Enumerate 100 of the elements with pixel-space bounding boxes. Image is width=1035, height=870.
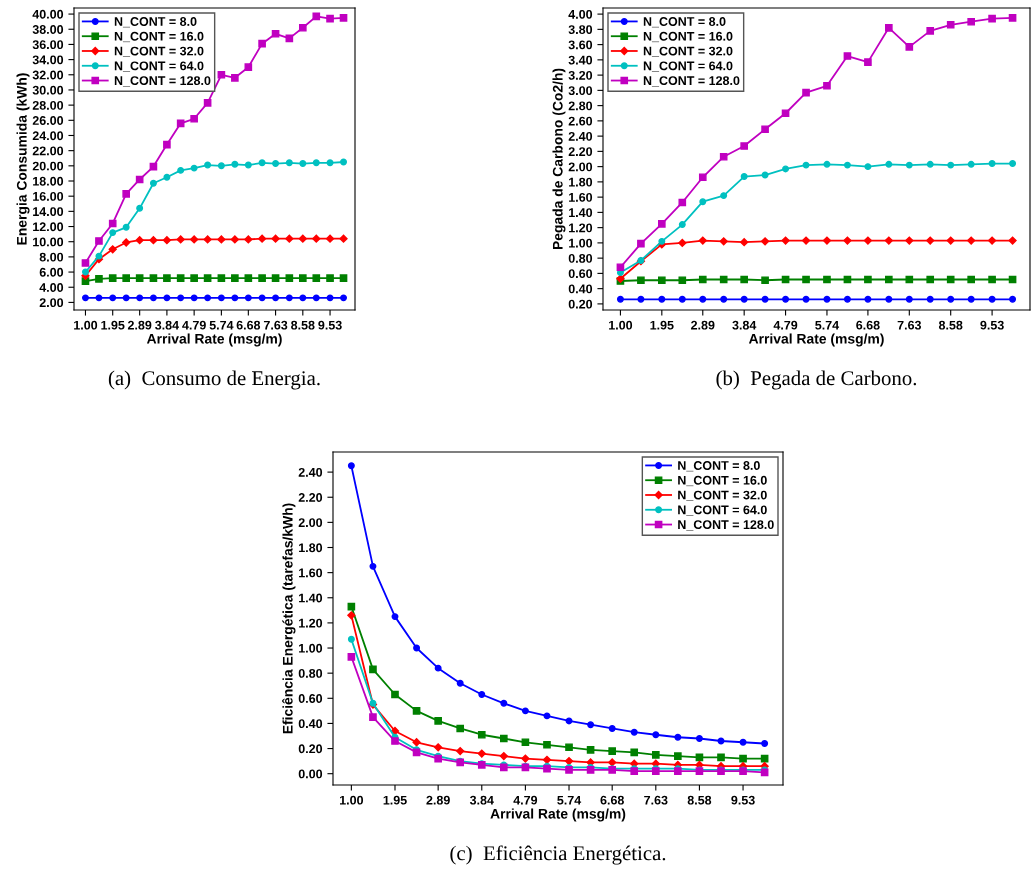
y-tick-label: 2.00 [298,518,323,528]
y-tick-label: 6.00 [39,267,64,277]
x-tick-label: 2.89 [691,320,715,330]
y-tick-label: 30.00 [32,85,64,95]
y-tick-label: 3.60 [568,40,593,50]
x-tick-label: 5.74 [557,795,582,805]
legend-label: N_CONT = 32.0 [678,490,767,501]
legend-label: N_CONT = 64.0 [643,61,733,72]
legend-label: N_CONT = 32.0 [643,46,733,57]
y-tick-label: 1.40 [299,593,323,603]
y-tick-label: 0.80 [298,668,323,678]
x-axis-title: Arrival Rate (msg/m) [490,808,626,822]
y-tick-label: 3.80 [568,25,593,35]
y-tick-label: 0.80 [568,253,593,263]
y-tick-label: 2.00 [39,298,64,308]
x-tick-label: 8.58 [938,320,963,330]
y-tick-label: 14.00 [33,207,64,217]
y-tick-label: 4.00 [568,9,593,19]
legend-label: N_CONT = 128.0 [678,520,774,531]
x-tick-label: 4.79 [182,320,206,330]
legend-label: N_CONT = 32.0 [114,46,204,57]
x-tick-label: 9.53 [318,320,342,330]
x-tick-label: 2.89 [426,795,450,805]
text: (c) Eficiência Energética. [450,845,666,865]
legend-label: N_CONT = 8.0 [643,17,726,28]
legend-label: N_CONT = 16.0 [643,31,733,43]
x-tick-label: 6.68 [856,320,880,330]
x-tick-label: 7.63 [263,320,288,330]
legend-label: N_CONT = 8.0 [678,461,760,472]
x-tick-label: 3.84 [469,795,494,805]
text: (b) Pegada de Carbono. [716,370,917,390]
x-tick-label: 3.84 [732,320,757,330]
y-tick-label: 0.40 [568,284,593,294]
y-tick-label: 1.40 [569,208,593,218]
x-tick-label: 8.58 [291,320,315,330]
legend-label: N_CONT = 16.0 [678,475,767,487]
y-tick-label: 2.60 [568,116,593,126]
x-tick-label: 4.79 [773,320,798,330]
y-tick-label: 24.00 [32,131,64,141]
y-tick-label: 2.80 [568,101,593,111]
x-tick-label: 5.74 [209,320,234,330]
legend-label: N_CONT = 128.0 [114,76,211,87]
x-axis-title: Arrival Rate (msg/m) [748,333,884,347]
y-tick-label: 12.00 [33,222,64,232]
x-tick-label: 6.68 [600,795,624,805]
y-tick-label: 1.80 [569,177,593,187]
y-tick-label: 2.40 [568,131,593,141]
y-tick-label: 1.00 [569,238,593,248]
y-tick-label: 1.00 [299,643,323,653]
y-tick-label: 36.00 [32,40,64,50]
y-tick-label: 0.20 [568,299,593,309]
y-tick-label: 18.00 [33,176,64,186]
y-tick-label: 2.20 [298,493,323,502]
legend-label: N_CONT = 128.0 [643,76,740,87]
x-tick-label: 1.00 [74,320,98,330]
y-tick-label: 1.20 [299,618,323,628]
y-tick-label: 0.00 [298,769,323,779]
y-tick-label: 2.20 [568,147,593,157]
x-tick-label: 2.89 [127,320,152,330]
x-tick-label: 3.84 [155,320,179,330]
y-tick-label: 2.00 [568,162,593,172]
y-tick-label: 1.20 [569,223,593,233]
x-axis-title: Arrival Rate (msg/m) [146,333,282,347]
x-tick-label: 6.68 [236,320,261,330]
y-tick-label: 2.40 [298,467,323,477]
x-tick-label: 4.79 [513,795,538,805]
legend-label: N_CONT = 16.0 [114,31,204,43]
y-tick-label: 26.00 [32,116,64,125]
y-tick-label: 3.40 [568,55,593,65]
legend-label: N_CONT = 8.0 [114,17,197,28]
y-tick-label: 4.00 [39,283,64,292]
y-tick-label: 3.00 [568,86,593,96]
x-tick-label: 7.63 [897,320,922,330]
y-tick-label: 16.00 [33,191,64,201]
x-tick-label: 7.63 [644,795,668,805]
x-tick-label: 1.95 [101,320,125,330]
y-axis-title: Pegada de Carbono (Co2/h) [552,68,566,250]
x-tick-label: 1.95 [383,795,407,805]
y-tick-label: 0.20 [298,744,323,754]
y-tick-label: 0.40 [298,719,323,729]
y-tick-label: 22.00 [32,146,64,156]
y-tick-label: 1.80 [299,543,323,553]
y-tick-label: 28.00 [32,100,64,110]
x-tick-label: 1.00 [339,795,364,805]
y-tick-label: 20.00 [32,161,64,171]
x-tick-label: 1.00 [609,320,633,330]
y-tick-label: 0.60 [568,269,593,279]
y-tick-label: 1.60 [569,192,593,202]
y-tick-label: 0.60 [298,694,323,703]
y-tick-label: 10.00 [33,237,64,247]
y-tick-label: 34.00 [32,55,64,65]
legend-label: N_CONT = 64.0 [114,61,204,72]
x-tick-label: 5.74 [815,320,840,330]
x-tick-label: 9.53 [980,320,1004,330]
x-tick-label: 9.53 [731,795,755,805]
y-axis-title: Energia Consumida (kWh) [16,73,30,245]
y-tick-label: 38.00 [32,25,64,34]
y-axis-title: Eficiência Energética (tarefas/kWh) [282,503,296,734]
y-tick-label: 1.60 [299,568,323,578]
legend-label: N_CONT = 64.0 [678,505,767,516]
